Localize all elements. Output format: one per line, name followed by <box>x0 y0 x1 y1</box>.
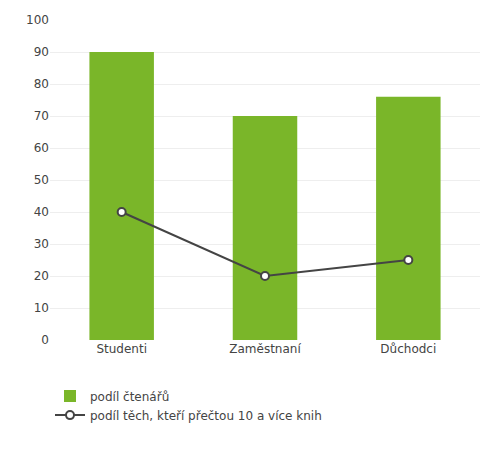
svg-text:50: 50 <box>34 173 49 187</box>
svg-text:100: 100 <box>26 13 49 27</box>
svg-text:Studenti: Studenti <box>96 342 147 356</box>
svg-text:30: 30 <box>34 237 49 251</box>
svg-text:0: 0 <box>41 333 49 347</box>
svg-text:80: 80 <box>34 77 49 91</box>
svg-text:70: 70 <box>34 109 49 123</box>
svg-text:podíl těch, kteří přečtou 10 a: podíl těch, kteří přečtou 10 a více knih <box>90 409 322 423</box>
svg-text:podíl čtenářů: podíl čtenářů <box>90 390 169 404</box>
svg-text:Důchodci: Důchodci <box>380 342 436 356</box>
svg-text:40: 40 <box>34 205 49 219</box>
svg-text:10: 10 <box>34 301 49 315</box>
svg-text:90: 90 <box>34 45 49 59</box>
svg-text:20: 20 <box>34 269 49 283</box>
svg-text:Zaměstnaní: Zaměstnaní <box>229 342 301 356</box>
svg-text:60: 60 <box>34 141 49 155</box>
